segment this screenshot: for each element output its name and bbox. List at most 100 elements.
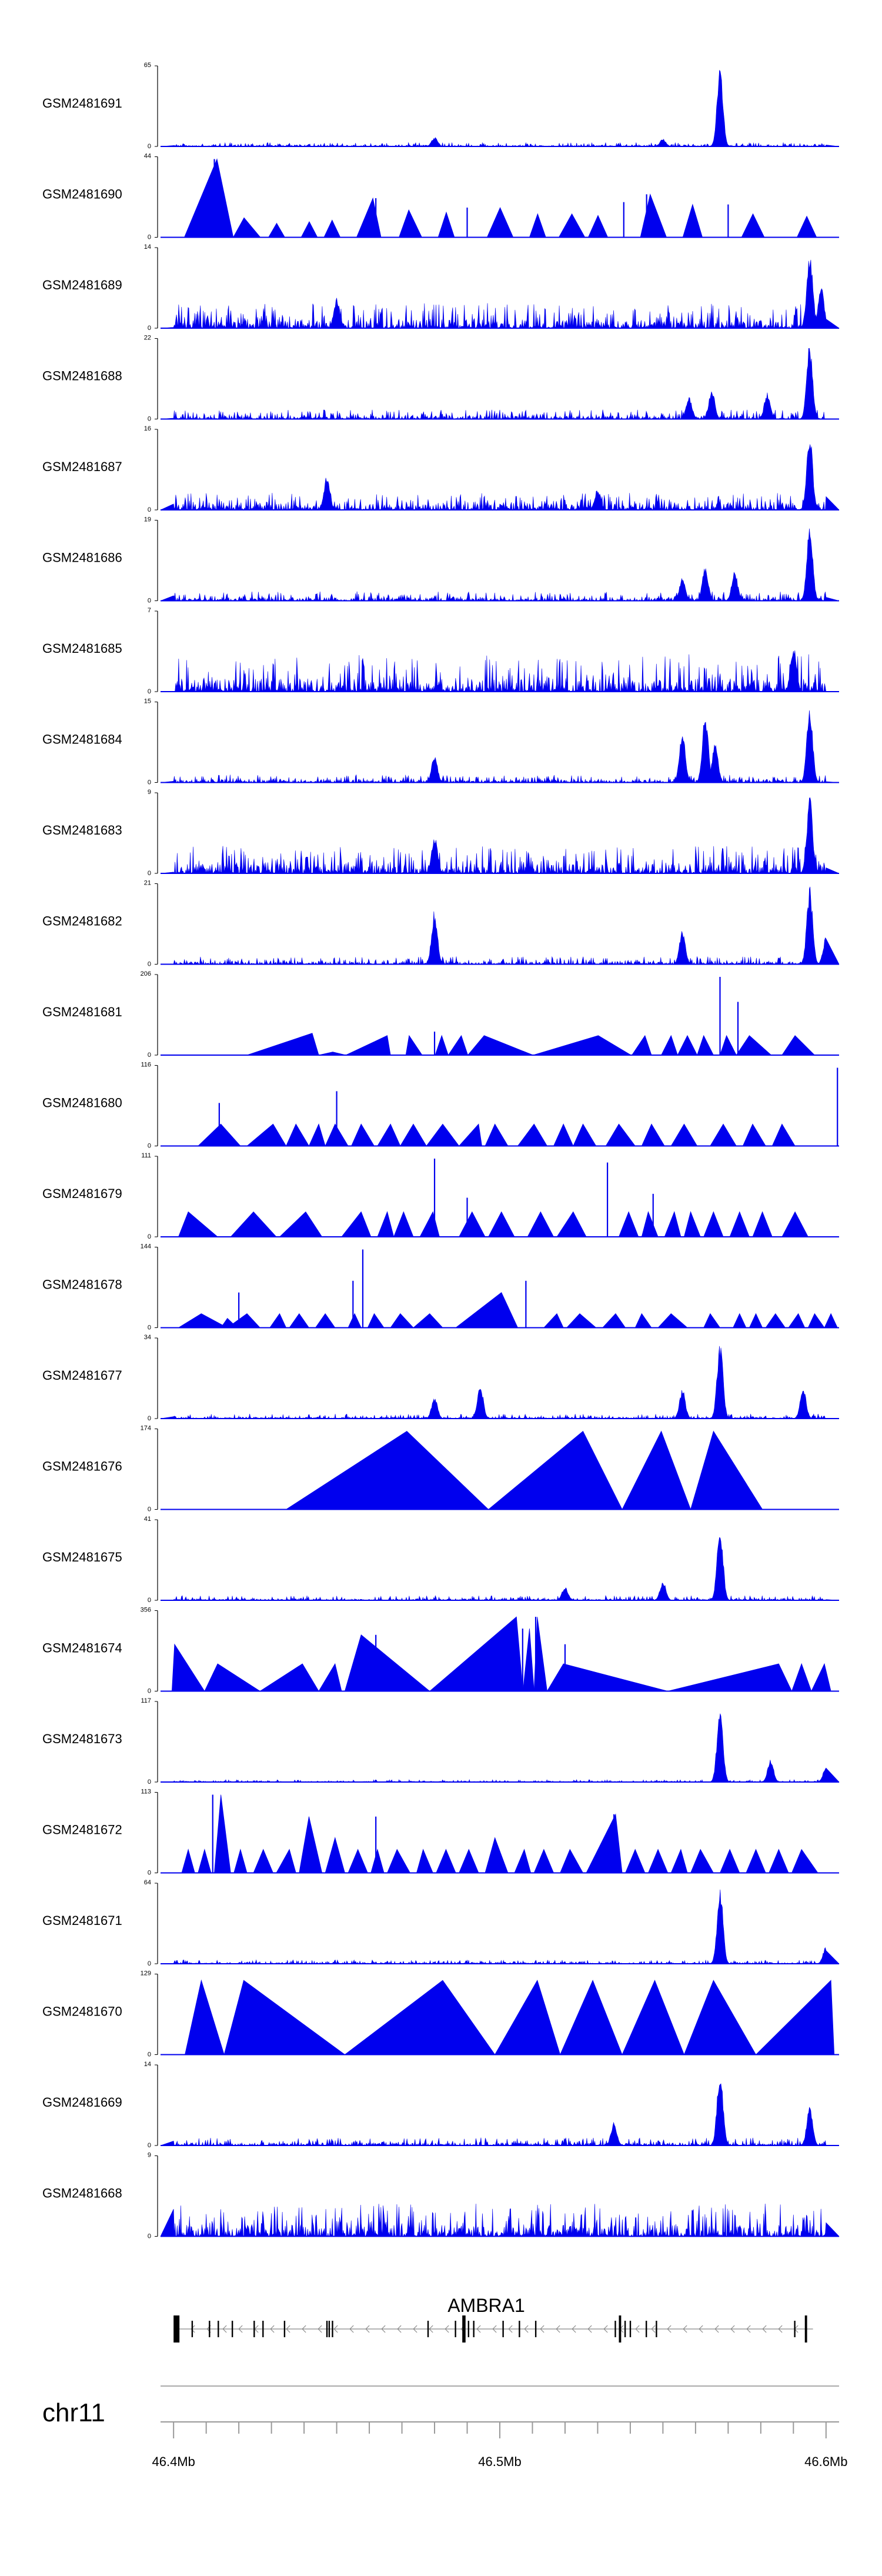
track-label: GSM2481678	[42, 1277, 122, 1292]
signal-triangle	[178, 1211, 219, 1237]
y-zero-label: 0	[148, 1143, 151, 1150]
signal-triangle	[447, 1035, 469, 1056]
signal-triangle	[198, 1848, 212, 1873]
strand-arrow	[778, 2325, 783, 2333]
gene-label: AMBRA1	[447, 2295, 525, 2316]
strand-arrow	[222, 2325, 227, 2333]
signal-triangle	[742, 1123, 766, 1146]
y-zero-label: 0	[148, 2142, 151, 2149]
y-zero-label: 0	[148, 2233, 151, 2240]
signal-triangle	[736, 1035, 772, 1056]
gene-exon	[519, 2321, 520, 2337]
signal-triangle	[426, 1123, 460, 1146]
y-zero-label: 0	[148, 143, 151, 150]
signal-triangle	[348, 1313, 362, 1328]
strand-arrow	[683, 2325, 687, 2333]
axis-tick-label: 46.5Mb	[478, 2454, 521, 2469]
strand-arrow	[603, 2325, 608, 2333]
signal-triangle	[299, 1816, 323, 1873]
strand-arrow	[238, 2325, 243, 2333]
track-label: GSM2481677	[42, 1368, 122, 1383]
y-zero-label: 0	[148, 1324, 151, 1332]
y-zero-label: 0	[148, 325, 151, 332]
track-GSM2481681: GSM2481681 206 0	[42, 970, 839, 1059]
signal-area	[160, 444, 840, 511]
gene-exon	[462, 2315, 466, 2343]
y-max-label: 206	[141, 970, 151, 977]
signal-triangle	[269, 1313, 287, 1328]
signal-triangle	[631, 1035, 652, 1056]
y-max-label: 44	[144, 153, 151, 160]
axis-tick-label: 46.4Mb	[152, 2454, 195, 2469]
signal-triangle	[560, 1980, 623, 2055]
y-max-label: 64	[144, 1879, 151, 1886]
signal-triangle	[223, 1980, 346, 2055]
signal-triangle	[791, 1848, 818, 1873]
y-max-label: 111	[141, 1152, 151, 1159]
strand-arrow	[746, 2325, 751, 2333]
strand-arrow	[413, 2325, 417, 2333]
signal-triangle	[690, 1848, 714, 1873]
y-max-label: 14	[144, 243, 151, 251]
signal-triangle	[285, 1123, 310, 1146]
gene-exon	[624, 2321, 626, 2337]
signal-area	[160, 348, 840, 420]
signal-triangle	[268, 222, 286, 238]
signal-triangle	[393, 1211, 414, 1237]
track-label: GSM2481689	[42, 278, 122, 292]
strand-arrow	[667, 2325, 671, 2333]
gene-exon	[619, 2315, 622, 2343]
y-max-label: 34	[144, 1334, 151, 1341]
signal-triangle	[660, 1035, 678, 1056]
signal-triangle	[458, 1211, 486, 1237]
strand-arrow	[318, 2325, 322, 2333]
track-label: GSM2481674	[42, 1641, 122, 1656]
y-zero-label: 0	[148, 1960, 151, 1967]
signal-triangle	[618, 1211, 639, 1237]
track-GSM2481674: GSM2481674 356 0	[42, 1607, 839, 1695]
gene-exon	[332, 2321, 333, 2337]
y-zero-label: 0	[148, 870, 151, 877]
genome-axis-track: chr11 46.4Mb 46.5Mb 46.6Mb	[42, 2385, 848, 2469]
signal-triangle	[733, 1313, 747, 1328]
signal-triangle	[719, 1848, 740, 1873]
gene-exon	[283, 2321, 286, 2337]
strand-arrow	[730, 2325, 735, 2333]
signal-triangle	[670, 1848, 688, 1873]
gene-exon	[455, 2321, 456, 2337]
y-zero-label: 0	[148, 1597, 151, 1604]
track-GSM2481683: GSM2481683 9 0	[42, 789, 840, 877]
track-GSM2481689: GSM2481689 14 0	[42, 243, 840, 332]
signal-triangle	[670, 1123, 698, 1146]
signal-triangle	[749, 1313, 763, 1328]
signal-triangle	[641, 1123, 665, 1146]
y-zero-label: 0	[148, 1233, 151, 1240]
signal-triangle	[824, 1313, 838, 1328]
signal-triangle	[697, 1035, 714, 1056]
track-label: GSM2481686	[42, 550, 122, 565]
track-GSM2481671: GSM2481671 64 0	[42, 1879, 840, 1967]
strand-arrow	[572, 2325, 576, 2333]
signal-triangle	[233, 217, 261, 238]
signal-triangle	[467, 1035, 533, 1056]
signal-triangle	[416, 1848, 433, 1873]
gene-exon	[794, 2321, 796, 2337]
track-label: GSM2481687	[42, 459, 122, 474]
strand-arrow	[524, 2325, 529, 2333]
signal-triangle	[289, 1313, 310, 1328]
signal-triangle	[741, 213, 765, 238]
signal-triangle	[436, 1848, 456, 1873]
signal-triangle	[586, 1813, 623, 1873]
signal-triangle	[683, 1211, 701, 1237]
y-max-label: 65	[144, 62, 151, 69]
signal-triangle	[487, 1430, 623, 1510]
signal-triangle	[315, 1313, 336, 1328]
gene-exon	[534, 2321, 537, 2337]
y-zero-label: 0	[148, 688, 151, 695]
y-max-label: 22	[144, 335, 151, 342]
signal-triangle	[755, 1980, 835, 2055]
strand-arrow	[333, 2325, 338, 2333]
signal-triangle	[185, 1979, 225, 2055]
track-GSM2481679: GSM2481679 111 0	[42, 1152, 839, 1240]
